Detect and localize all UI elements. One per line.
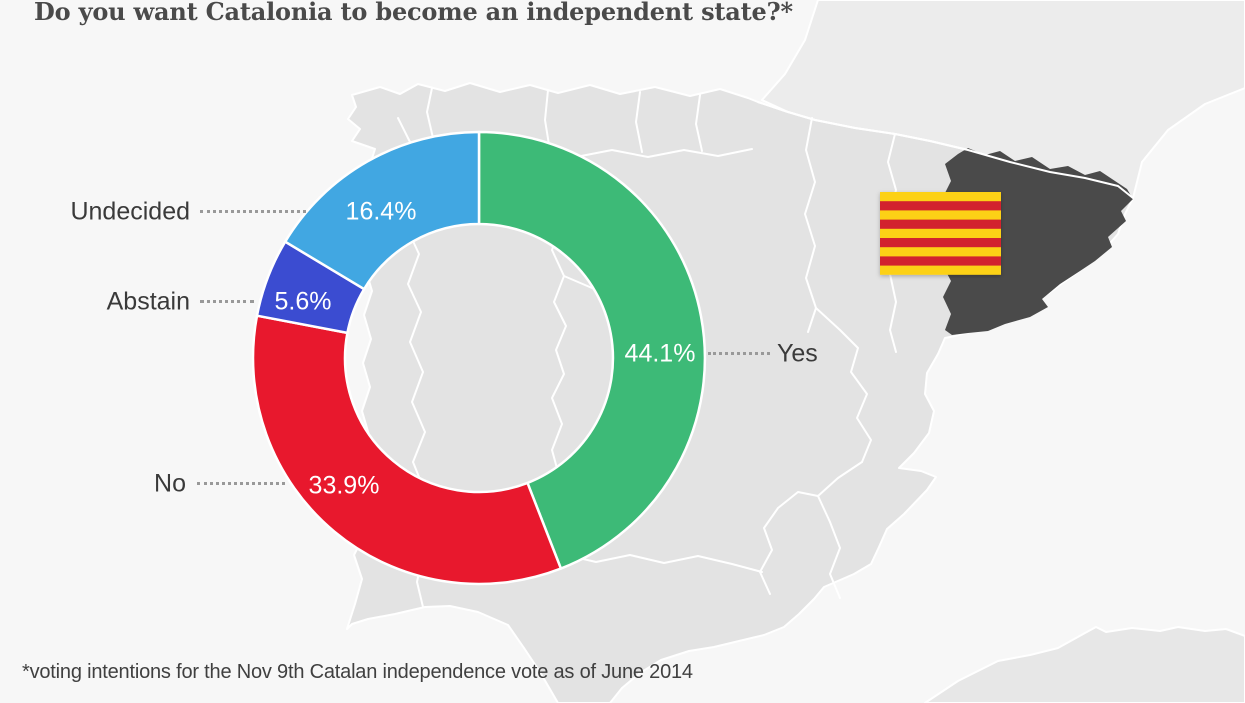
slice-label-undecided: Undecided: [70, 197, 190, 226]
chart-title: Do you want Catalonia to become an indep…: [34, 0, 793, 26]
leader-line-no: [197, 482, 285, 485]
donut-slice-yes: [477, 130, 707, 570]
value-label-abstain: 5.6%: [274, 287, 332, 316]
donut-slice-no: [251, 314, 563, 586]
leader-line-undecided: [200, 210, 306, 213]
value-label-yes: 44.1%: [624, 339, 696, 368]
slice-label-no: No: [154, 469, 186, 498]
slice-label-yes: Yes: [777, 339, 818, 368]
africa-region: [924, 626, 1245, 703]
footnote: *voting intentions for the Nov 9th Catal…: [22, 661, 693, 683]
leader-line-yes: [708, 352, 770, 355]
donut-slice-undecided: [283, 130, 481, 291]
value-label-no: 33.9%: [308, 471, 380, 500]
value-label-undecided: 16.4%: [345, 197, 417, 226]
donut-chart: [251, 130, 707, 586]
slice-label-abstain: Abstain: [106, 287, 190, 316]
leader-line-abstain: [200, 300, 254, 303]
pyrenees-border: [757, 101, 1134, 199]
senyera-catalan-flag-icon: [880, 192, 1001, 275]
